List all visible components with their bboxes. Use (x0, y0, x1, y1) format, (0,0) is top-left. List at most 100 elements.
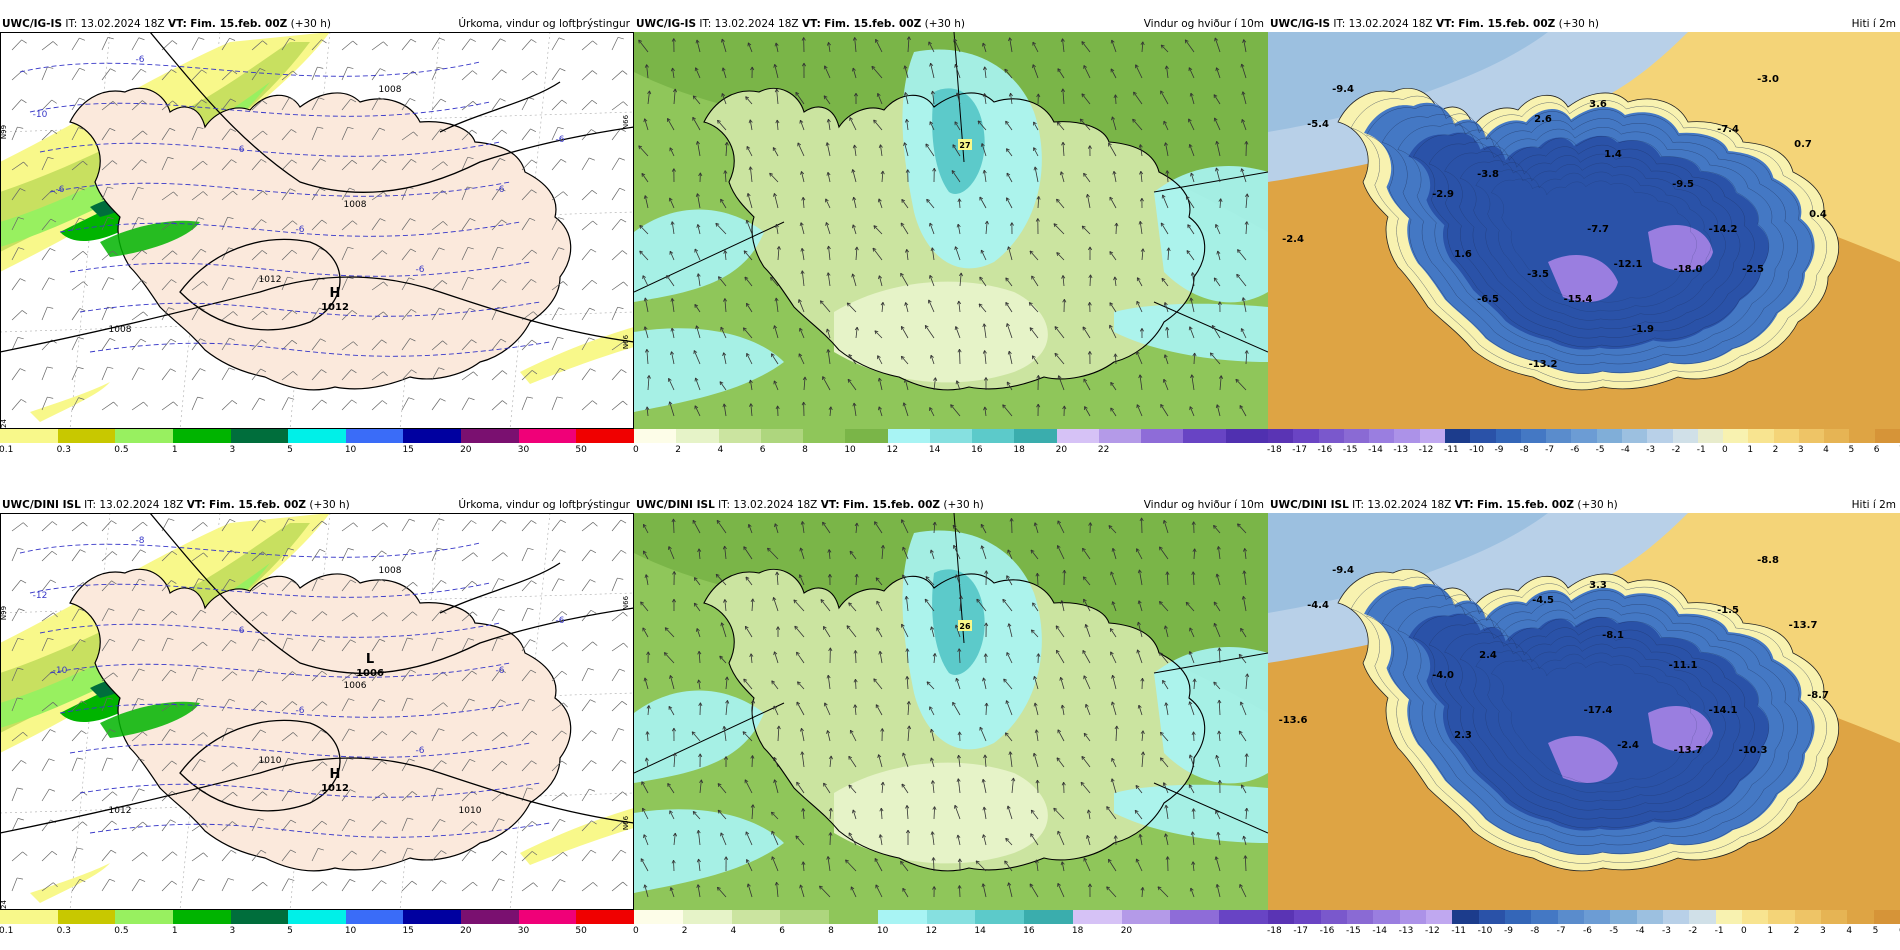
wind-barb (611, 668, 620, 682)
wind-arrow (1090, 522, 1093, 526)
wind-barb (491, 818, 499, 832)
wind-barb (431, 340, 443, 351)
wind-barb (258, 668, 265, 672)
wind-arrow (879, 275, 882, 279)
wind-arrow (852, 197, 854, 201)
temp-map[interactable]: -9.4 -5.4 2.6 3.6 -3.0 -7.4 0.7 -3.8 1.4 -9.5 -2.9… (1268, 32, 1900, 429)
wind-barb (320, 338, 326, 342)
wind-arrow (1053, 223, 1058, 226)
wind-arrow (901, 623, 905, 627)
wind-arrow (955, 574, 961, 586)
wind-arrow (745, 625, 749, 629)
wind-arrow (871, 66, 874, 70)
wind-barb (78, 668, 85, 672)
wind-arrow (879, 807, 882, 812)
wind-arrow (854, 573, 858, 578)
wind-arrow (1135, 64, 1143, 79)
colorbar-tick-label: -15 (1342, 445, 1358, 455)
wind-arrow (925, 143, 930, 146)
wind-arrow (1139, 328, 1143, 332)
wind-barb (221, 38, 230, 51)
wind-barb (491, 219, 502, 231)
wind-barb (230, 549, 237, 554)
wind-arrow (930, 757, 935, 768)
wind-arrow (933, 653, 936, 664)
wind-arrow (1087, 145, 1091, 149)
wind-arrow (1192, 861, 1195, 872)
wind-arrow (1056, 199, 1058, 203)
wind-arrow (645, 406, 648, 411)
colorbar-swatch (1056, 429, 1099, 443)
wind-arrow (1216, 141, 1221, 157)
wind-arrow (1088, 522, 1091, 526)
wind-arrow (820, 599, 831, 612)
wind-arrow (955, 63, 959, 67)
colorbar-swatch (1504, 910, 1532, 924)
wind-barb (592, 882, 598, 887)
isotherm-label: -6 (416, 746, 425, 756)
wind-arrow (980, 249, 987, 261)
wind-arrow (984, 66, 987, 79)
temperature-label: -8.7 (1807, 690, 1829, 701)
wind-barb (173, 191, 178, 197)
precip-map[interactable]: H 1012 L 1006 1008 1006 1010 1012 1010 -12 -10 -8 -6… (0, 513, 634, 910)
wind-arrow (1160, 404, 1164, 407)
precip-area (30, 382, 110, 422)
wind-map[interactable]: 27 (634, 32, 1268, 429)
wind-arrow (1138, 704, 1142, 708)
colorbar-swatch (1394, 429, 1420, 443)
wind-barb (431, 702, 444, 712)
wind-barb (442, 340, 448, 345)
wind-barb (229, 337, 236, 341)
wind-arrow (882, 545, 885, 549)
wind-barb (438, 518, 445, 521)
wind-barb (229, 37, 236, 41)
wind-arrow (801, 171, 805, 175)
wind-arrow (721, 38, 725, 42)
graticule-label: W24 (0, 900, 8, 910)
isotherm (89, 822, 551, 838)
temp-map[interactable]: -9.4 -4.4 -4.5 3.3 -8.8 -1.5 -13.7 2.4 -8.1 -11.1… (1268, 513, 1900, 910)
wind-arrow (1141, 197, 1144, 202)
wind-barb (531, 249, 537, 254)
isotherm-label: -6 (296, 225, 305, 235)
wind-arrow (670, 675, 674, 679)
colorbar-tick-label: -2 (1688, 926, 1698, 936)
wind-arrow (646, 757, 649, 768)
wind-arrow (743, 678, 753, 690)
panel-temp-bottom: UWC/DINI ISL IT: 13.02.2024 18Z VT: Fim.… (1267, 497, 1900, 942)
wind-barb (41, 396, 48, 411)
wind-arrow (873, 119, 875, 124)
wind-barb (521, 189, 532, 201)
wind-arrow (799, 574, 803, 578)
wind-arrow (1002, 598, 1013, 612)
wind-barb (142, 521, 148, 527)
wind-arrow (669, 197, 675, 209)
wind-arrow (1189, 144, 1193, 147)
wind-barb (527, 547, 534, 551)
wind-arrow (774, 325, 778, 329)
gust-area (634, 328, 784, 412)
wind-barb (371, 41, 384, 51)
wind-barb (203, 852, 208, 858)
precip-map[interactable]: H 1012 1008 1008 1012 1008 -10 -6 -6 -6 -6 -6 -6 -6 N9… (0, 32, 634, 429)
colorbar-tick-label: 2 (681, 926, 688, 936)
wind-arrow (699, 779, 702, 794)
wind-arrow (1058, 375, 1062, 379)
wind-arrow (744, 276, 746, 281)
wind-arrow (721, 622, 727, 638)
wind-arrow (1089, 302, 1092, 306)
wind-arrow (851, 169, 853, 173)
wind-arrow (774, 882, 777, 886)
wind-map[interactable]: 26 (634, 513, 1268, 910)
wind-arrow (979, 726, 987, 742)
wind-barb (221, 277, 229, 291)
wind-barb (401, 309, 412, 321)
wind-arrow (672, 88, 676, 93)
wind-barb (281, 610, 292, 622)
wind-arrow (1165, 142, 1168, 146)
wind-barb (551, 127, 559, 141)
wind-arrow (1110, 651, 1114, 655)
wind-arrow (800, 547, 804, 551)
wind-arrow (1215, 810, 1221, 820)
